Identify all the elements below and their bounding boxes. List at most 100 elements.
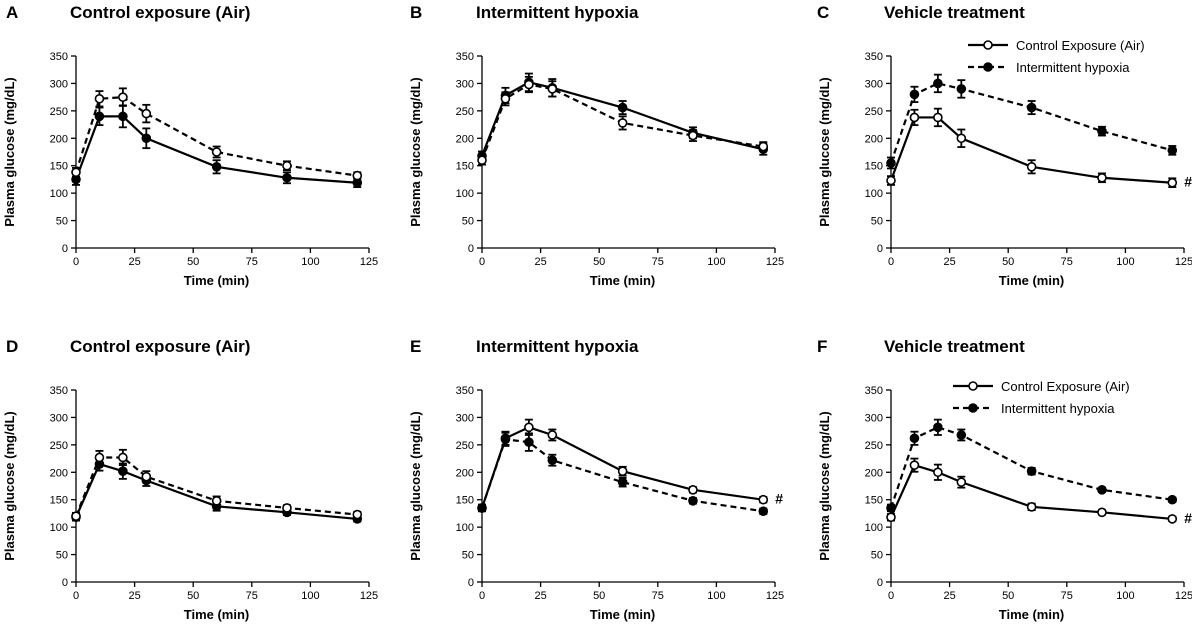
y-tick-label: 0 (468, 577, 474, 589)
data-point (500, 434, 511, 445)
legend-marker (983, 40, 993, 50)
data-point (211, 496, 222, 506)
data-point (933, 78, 943, 89)
data-point (352, 170, 363, 181)
y-tick-label: 150 (865, 495, 883, 507)
x-axis-label: Time (min) (999, 607, 1065, 622)
x-axis-label: Time (min) (590, 273, 656, 288)
data-point (477, 155, 487, 166)
data-point (1097, 485, 1107, 495)
data-point (617, 118, 628, 128)
panel-letter: D (6, 337, 18, 356)
x-tick-label: 50 (593, 590, 605, 602)
data-point (141, 133, 152, 144)
y-tick-label: 300 (456, 412, 474, 424)
x-tick-label: 75 (246, 256, 258, 268)
y-tick-label: 200 (865, 467, 883, 479)
y-tick-label: 150 (865, 161, 883, 173)
y-axis-label: Plasma glucose (mg/dL) (408, 77, 423, 227)
data-point (909, 460, 920, 470)
y-tick-label: 200 (50, 467, 68, 479)
y-tick-label: 300 (865, 412, 883, 424)
y-tick-label: 0 (877, 243, 883, 255)
x-tick-label: 25 (128, 590, 140, 602)
series-2 (886, 73, 1178, 170)
y-tick-label: 200 (456, 133, 474, 145)
y-tick-label: 150 (50, 495, 68, 507)
data-point (141, 108, 152, 119)
legend-marker (968, 381, 978, 391)
y-tick-label: 50 (462, 216, 474, 228)
x-tick-label: 25 (128, 256, 140, 268)
x-tick-label: 100 (1116, 256, 1134, 268)
y-tick-label: 250 (865, 106, 883, 118)
data-point (1097, 126, 1107, 136)
y-tick-label: 300 (50, 78, 68, 90)
data-point (758, 141, 769, 152)
data-point (617, 466, 628, 476)
data-point (909, 433, 920, 444)
y-tick-label: 100 (865, 522, 883, 534)
y-tick-label: 0 (62, 577, 68, 589)
panel-letter: C (817, 3, 829, 22)
series-1 (886, 457, 1178, 524)
series-1 (71, 104, 363, 189)
x-tick-label: 100 (707, 256, 725, 268)
y-axis-label: Plasma glucose (mg/dL) (817, 411, 832, 561)
data-point (94, 93, 105, 104)
x-tick-label: 0 (888, 256, 894, 268)
significance-annotation: # (1184, 510, 1192, 526)
panel-title: Vehicle treatment (884, 337, 1025, 356)
series-line (889, 82, 1173, 164)
data-point (118, 111, 128, 122)
data-point (71, 167, 81, 178)
x-tick-label: 50 (1002, 256, 1014, 268)
data-point (1097, 172, 1107, 183)
y-tick-label: 200 (50, 133, 68, 145)
data-point (688, 485, 698, 495)
data-point (1167, 514, 1178, 524)
y-axis-label: Plasma glucose (mg/dL) (408, 411, 423, 561)
y-tick-label: 50 (56, 550, 68, 562)
x-tick-label: 75 (1061, 256, 1073, 268)
panel-title: Control exposure (Air) (70, 337, 250, 356)
y-tick-label: 350 (456, 51, 474, 63)
series-1 (71, 456, 363, 524)
panel-d: D Control exposure (Air)05010015020025030… (2, 337, 378, 622)
y-tick-label: 300 (50, 412, 68, 424)
data-point (886, 175, 896, 186)
data-point (282, 503, 292, 513)
data-point (211, 147, 222, 157)
y-tick-label: 350 (50, 385, 68, 397)
series-2 (71, 448, 363, 521)
data-point (688, 496, 698, 506)
series-1 (477, 418, 769, 513)
data-point (933, 422, 943, 433)
data-point (1026, 466, 1037, 476)
x-tick-label: 100 (707, 590, 725, 602)
series-2 (477, 431, 769, 517)
x-tick-label: 50 (187, 590, 199, 602)
data-point (1167, 494, 1178, 505)
panel-title: Control exposure (Air) (70, 3, 250, 22)
significance-annotation: # (775, 491, 783, 507)
data-point (282, 172, 292, 183)
y-tick-label: 0 (62, 243, 68, 255)
panel-title: Intermittent hypoxia (476, 337, 639, 356)
legend-label: Intermittent hypoxia (1001, 401, 1115, 416)
x-tick-label: 125 (360, 590, 378, 602)
y-tick-label: 250 (50, 440, 68, 452)
x-tick-label: 25 (534, 590, 546, 602)
y-tick-label: 0 (877, 577, 883, 589)
y-tick-label: 300 (456, 78, 474, 90)
y-tick-label: 100 (50, 188, 68, 200)
x-axis-label: Time (min) (999, 273, 1065, 288)
data-point (956, 430, 967, 440)
data-point (933, 112, 943, 123)
data-point (1097, 507, 1107, 518)
y-tick-label: 150 (456, 161, 474, 173)
data-point (524, 437, 534, 447)
data-point (1026, 162, 1037, 172)
legend-label: Intermittent hypoxia (1016, 60, 1130, 75)
panel-c: C Vehicle treatment 0 50 100 150 200 250 300 350 0… (817, 3, 1192, 288)
